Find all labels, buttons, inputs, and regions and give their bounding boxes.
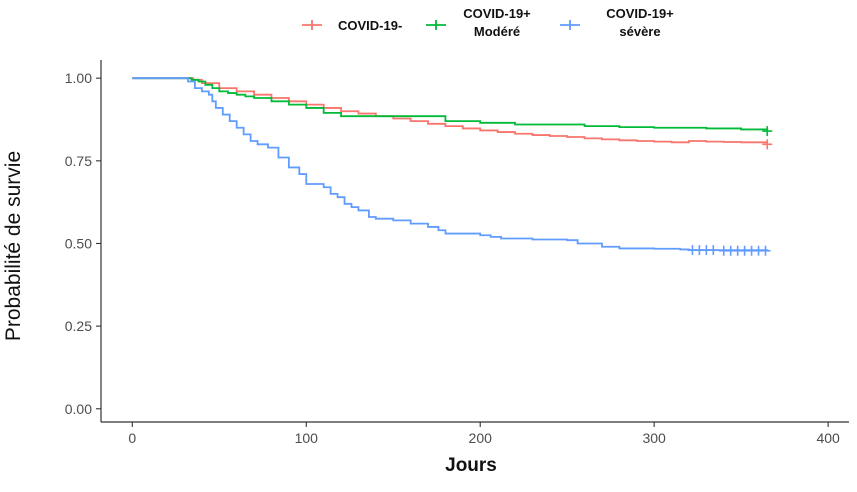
legend-label: COVID-19- [338, 18, 402, 33]
series-line-2 [132, 77, 769, 131]
legend-label-line1: COVID-19+ [463, 6, 531, 21]
series-line-3 [132, 77, 769, 251]
legend-label-line2: Modéré [474, 24, 520, 39]
x-tick-label: 100 [295, 430, 319, 446]
legend-item-2: COVID-19+ Modéré [426, 6, 531, 39]
censor-mark [708, 245, 719, 256]
y-axis-title: Probabilité de survie [2, 151, 25, 341]
x-tick-label: 200 [469, 430, 493, 446]
censor-mark [760, 245, 771, 256]
y-tick-label: 1.00 [65, 70, 92, 86]
y-tick-label: 0.75 [65, 153, 92, 169]
series-line-1 [132, 77, 769, 144]
censor-mark [762, 139, 773, 150]
legend-item-1: COVID-19- [302, 18, 402, 33]
x-tick-label: 0 [128, 430, 136, 446]
y-tick-label: 0.00 [65, 401, 92, 417]
legend-label-line2: sévère [619, 24, 660, 39]
legend-label-line1: COVID-19+ [606, 6, 674, 21]
y-tick-label: 0.50 [65, 235, 92, 251]
x-tick-label: 300 [642, 430, 666, 446]
censor-mark [762, 126, 773, 137]
legend-item-3: COVID-19+ sévère [560, 6, 674, 39]
x-tick-label: 400 [816, 430, 840, 446]
x-axis-title: Jours [445, 455, 497, 476]
y-tick-label: 0.25 [65, 318, 92, 334]
